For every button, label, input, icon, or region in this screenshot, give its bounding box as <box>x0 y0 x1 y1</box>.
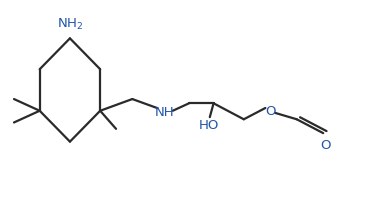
Text: NH: NH <box>155 106 174 119</box>
Text: O: O <box>265 105 276 118</box>
Text: HO: HO <box>199 119 219 132</box>
Text: NH$_2$: NH$_2$ <box>57 17 83 32</box>
Text: O: O <box>320 139 330 152</box>
